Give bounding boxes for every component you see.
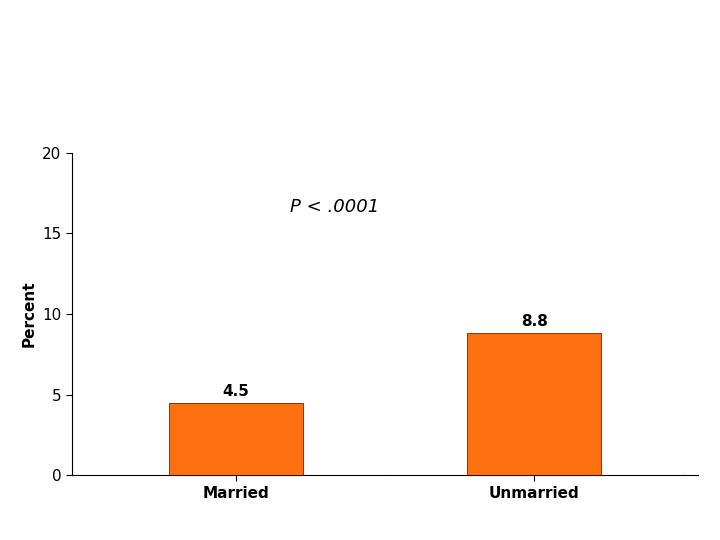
Bar: [169, 403, 303, 475]
Bar: [467, 333, 601, 475]
Text: 8.8: 8.8: [521, 314, 548, 329]
Text: Prevalence of LKSBS: Prevalence of LKSBS: [133, 26, 457, 55]
Text: P < .0001: P < .0001: [289, 198, 379, 216]
Text: 4.5: 4.5: [222, 383, 250, 399]
Text: by Marital Status: by Marital Status: [160, 77, 431, 105]
Y-axis label: Percent: Percent: [22, 281, 37, 347]
